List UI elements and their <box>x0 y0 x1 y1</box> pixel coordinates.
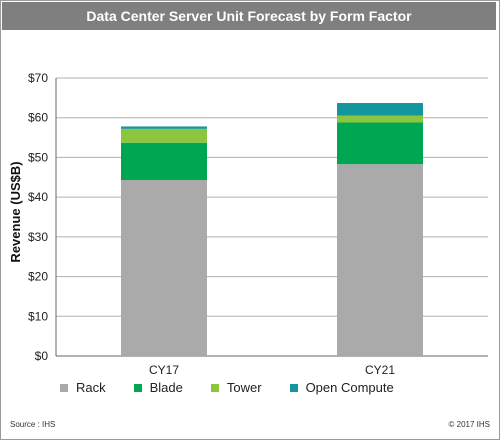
legend: Rack Blade Tower Open Compute <box>60 380 422 395</box>
y-tick-label: $60 <box>28 111 48 125</box>
bar-segment-blade-cy21 <box>337 122 423 165</box>
chart-title: Data Center Server Unit Forecast by Form… <box>2 2 496 30</box>
legend-item-tower: Tower <box>210 380 262 395</box>
legend-label: Blade <box>149 380 183 395</box>
y-tick-label: $40 <box>28 190 48 204</box>
copyright-note: © 2017 IHS <box>448 420 490 429</box>
legend-swatch <box>133 383 142 392</box>
legend-label: Rack <box>76 380 106 395</box>
grid-layer <box>55 77 488 357</box>
y-tick-label: $70 <box>28 71 48 85</box>
x-tick-labels: CY17 CY21 <box>149 363 395 377</box>
y-tick-label: $50 <box>28 150 48 164</box>
y-tick-label: $0 <box>35 349 49 363</box>
x-tick-label: CY21 <box>365 363 395 377</box>
y-axis-label: Revenue (US$B) <box>8 161 23 262</box>
bar-segment-rack-cy21 <box>337 164 423 356</box>
legend-item-rack: Rack <box>60 380 106 395</box>
bar-segment-blade-cy17 <box>121 142 207 181</box>
bar-segment-tower-cy21 <box>337 115 423 123</box>
y-tick-label: $30 <box>28 230 48 244</box>
bar-segment-open-compute-cy17 <box>121 126 207 129</box>
legend-swatch <box>210 383 219 392</box>
bar-segment-tower-cy17 <box>121 128 207 143</box>
x-tick-label: CY17 <box>149 363 179 377</box>
y-tick-label: $10 <box>28 309 48 323</box>
legend-swatch <box>289 383 298 392</box>
legend-label: Tower <box>226 380 262 395</box>
legend-item-blade: Blade <box>133 380 183 395</box>
legend-swatch <box>60 383 68 392</box>
bar-segment-open-compute-cy21 <box>337 103 423 116</box>
bar-segment-rack-cy17 <box>121 180 207 356</box>
bar-layer <box>121 103 423 356</box>
source-note: Source : IHS <box>10 420 56 429</box>
y-tick-labels: $0 $10 $20 $30 $40 $50 $60 $70 <box>28 71 48 363</box>
legend-item-open-compute: Open Compute <box>289 380 394 395</box>
y-tick-label: $20 <box>28 270 48 284</box>
legend-label: Open Compute <box>305 380 394 395</box>
